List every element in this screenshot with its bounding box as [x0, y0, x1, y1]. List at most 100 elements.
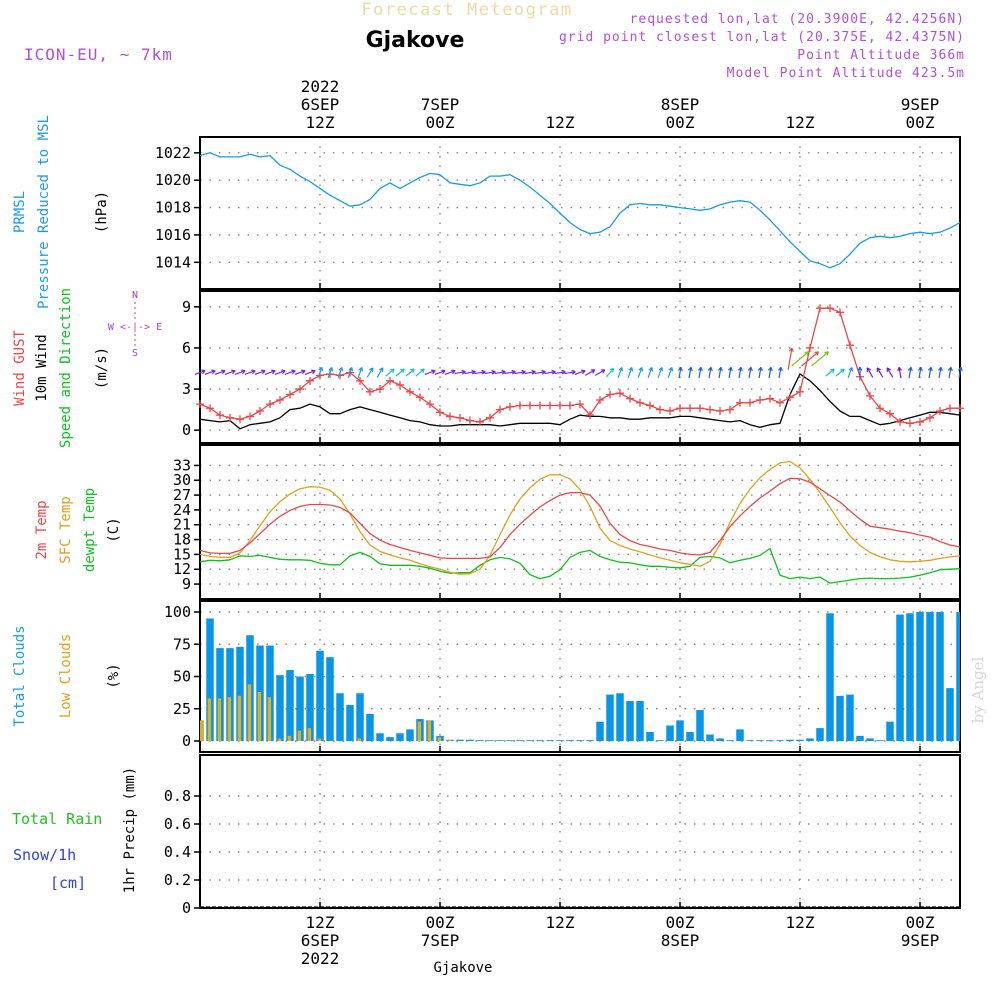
bottom-time-label: 7SEP [421, 931, 460, 950]
total-cloud-bar [596, 721, 604, 741]
temp-ytick-label: 9 [182, 575, 191, 593]
wind-arrow-head [221, 369, 226, 375]
total-cloud-bar [746, 740, 754, 741]
wind-10m-label: 10m Wind [34, 334, 50, 401]
wind-arrow-head [441, 369, 446, 375]
clouds-ytick-label: 0 [182, 732, 191, 750]
wind-gust-marker [846, 341, 854, 350]
total-cloud-bar [906, 613, 914, 741]
low-cloud-bar [277, 738, 282, 741]
low-cloud-bar [287, 735, 292, 741]
wind-arrow-head [717, 366, 723, 372]
temp-ytick-label: 24 [173, 501, 191, 519]
bottom-time-label: 00Z [666, 913, 695, 932]
wind-gust-marker [726, 405, 734, 414]
top-time-label: 2022 [301, 77, 340, 96]
wind-arrow [317, 367, 323, 378]
precip-ytick-label: 0.4 [164, 843, 191, 861]
wind-gust-marker [246, 412, 254, 421]
wind-gust-marker [556, 401, 564, 410]
wind-arrow [244, 370, 256, 376]
wind-arrow [835, 368, 845, 377]
wind-gust-marker [676, 404, 684, 413]
pressure-frame [199, 136, 961, 290]
low-cloud-bar [417, 721, 422, 741]
wind-gust-marker [926, 413, 934, 422]
top-time-label: 12Z [306, 113, 335, 132]
low-cloud-bar [237, 695, 242, 741]
temp-panel-labels: 2m Temp SFC Temp dewpt Temp (C) [34, 488, 122, 572]
wind-arrow-head [830, 368, 835, 374]
wind-arrow-head [390, 368, 395, 374]
wind-arrow [504, 371, 516, 375]
total-cloud-bar [326, 657, 334, 741]
wind-gust-marker [786, 393, 794, 402]
total-cloud-bar [736, 729, 744, 741]
wind-arrow-head [788, 347, 794, 353]
wind-arrow-head [338, 366, 344, 372]
total-cloud-bar [886, 721, 894, 741]
header: Forecast Meteogram Gjakove ICON-EU, ~ 7k… [24, 0, 965, 81]
total-cloud-bar [266, 645, 274, 741]
clouds-ytick-label: 25 [173, 700, 191, 718]
top-time-label: 00Z [906, 113, 935, 132]
wind-arrow-head [757, 366, 763, 372]
wind-gust-marker [226, 413, 234, 422]
pressure-unit: (hPa) [94, 191, 110, 233]
total-cloud-bar [626, 701, 634, 741]
wind-gust-marker [666, 406, 674, 415]
total-cloud-bar [516, 740, 524, 741]
wind-arrow-head [241, 369, 246, 375]
wind-gust-marker [876, 404, 884, 413]
pressure-label-msl: Pressure Reduced to MSL [36, 115, 52, 309]
wind-arrow [627, 367, 633, 378]
temp-ytick-label: 30 [173, 471, 191, 489]
bottom-time-label: 12Z [306, 913, 335, 932]
wind-arrow-head [291, 369, 296, 375]
wind-arrow-head [261, 369, 266, 375]
wind-arrow-head [767, 366, 773, 372]
total-cloud-bar [306, 673, 314, 741]
total-cloud-bar [286, 670, 294, 741]
wind-gust-marker [366, 387, 374, 396]
wind-arrow-head [379, 367, 384, 372]
wind-arrow-head [431, 369, 436, 375]
wind-arrow-head [281, 369, 286, 375]
bottom-time-label: 9SEP [901, 931, 940, 950]
wind-arrow [385, 368, 395, 377]
wind-arrow [264, 370, 276, 376]
total-cloud-bar [586, 740, 594, 741]
wind-arrow [274, 370, 286, 376]
total-cloud-bar [826, 613, 834, 741]
precip-ytick-label: 0.8 [164, 787, 191, 805]
top-time-label: 12Z [546, 113, 575, 132]
wind-arrow [637, 367, 643, 378]
total-cloud-bar [666, 725, 674, 741]
wind-arrow [698, 367, 702, 379]
pressure-ytick-label: 1018 [155, 199, 191, 217]
wind-gust-marker [426, 400, 434, 409]
wind-gust-marker [646, 401, 654, 410]
wind-arrow [534, 371, 546, 375]
wind-gust-marker [606, 390, 614, 399]
wind-gust-marker [406, 387, 414, 396]
wind-gust-marker [476, 417, 484, 426]
pressure-ytick-label: 1016 [155, 226, 191, 244]
clouds-ytick-label: 100 [164, 603, 191, 621]
total-cloud-bar [956, 612, 960, 741]
wind-gust-marker [636, 398, 644, 407]
wind-frame [199, 290, 961, 444]
wind-arrow [748, 367, 752, 379]
requested-coords: requested lon,lat (20.3900E, 42.4256N) [630, 12, 965, 27]
wind-arrow [415, 368, 425, 377]
low-cloud-bar [217, 698, 222, 741]
wind-arrow [908, 367, 912, 379]
wind-arrow-head [271, 369, 276, 375]
low-cloud-bar [307, 728, 312, 741]
wind-arrow-head [687, 366, 693, 372]
wind-gust-marker [376, 385, 384, 394]
temp-ytick-label: 21 [173, 516, 191, 534]
pressure-panel-labels: PRMSL Pressure Reduced to MSL (hPa) [12, 115, 110, 309]
low-cloud-bar [257, 691, 262, 741]
